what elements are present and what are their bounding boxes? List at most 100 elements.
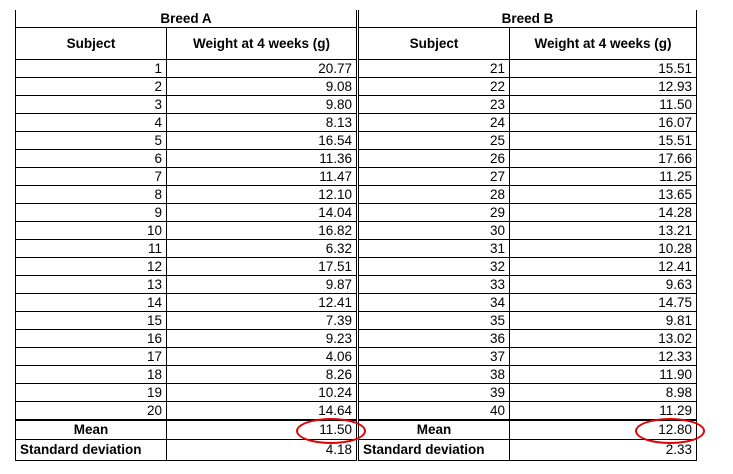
table-row: 8 12.10 28 13.65 — [15, 185, 697, 204]
breed-b-weight-cell: 13.21 — [509, 221, 697, 240]
breed-b-weight-cell: 16.07 — [509, 113, 697, 132]
table-row: 7 11.47 27 11.25 — [15, 167, 697, 186]
breed-b-weight-cell: 15.51 — [509, 59, 697, 78]
table-row: 20 14.64 40 11.29 — [15, 401, 697, 421]
breed-a-weight-cell: 9.23 — [166, 329, 358, 348]
breed-a-title: Breed A — [15, 10, 358, 28]
mean-row: Mean 11.50 Mean 12.80 — [15, 419, 697, 440]
breed-a-weight-cell: 14.04 — [166, 203, 358, 222]
breed-b-subject-cell: 35 — [356, 311, 510, 330]
breed-b-weight-header: Weight at 4 weeks (g) — [509, 27, 697, 60]
breed-a-sd-label: Standard deviation — [15, 439, 167, 461]
table-row: 9 14.04 29 14.28 — [15, 203, 697, 222]
breed-a-weight-cell: 8.13 — [166, 113, 358, 132]
breed-a-weight-cell: 12.41 — [166, 293, 358, 312]
breed-b-weight-cell: 9.63 — [509, 275, 697, 294]
breed-a-weight-cell: 14.64 — [166, 401, 358, 421]
breed-a-subject-cell: 2 — [15, 77, 167, 96]
breed-b-weight-cell: 11.25 — [509, 167, 697, 186]
breed-a-subject-header: Subject — [15, 27, 167, 60]
breed-a-subject-cell: 17 — [15, 347, 167, 366]
breed-a-subject-cell: 19 — [15, 383, 167, 402]
breed-b-subject-cell: 24 — [356, 113, 510, 132]
breed-a-weight-cell: 16.82 — [166, 221, 358, 240]
breed-a-mean-label: Mean — [15, 419, 167, 440]
cropped-header-strip — [0, 0, 733, 10]
table-row: 15 7.39 35 9.81 — [15, 311, 697, 330]
breed-b-subject-cell: 39 — [356, 383, 510, 402]
breed-b-weight-cell: 12.33 — [509, 347, 697, 366]
breed-b-subject-header: Subject — [356, 27, 510, 60]
breed-b-sd-label: Standard deviation — [356, 439, 510, 461]
table-row: 10 16.82 30 13.21 — [15, 221, 697, 240]
table-row: 5 16.54 25 15.51 — [15, 131, 697, 150]
breed-b-weight-cell: 10.28 — [509, 239, 697, 258]
breed-a-weight-cell: 9.08 — [166, 77, 358, 96]
breed-b-subject-cell: 30 — [356, 221, 510, 240]
breed-b-mean-label: Mean — [356, 419, 510, 440]
breed-a-subject-cell: 8 — [15, 185, 167, 204]
table-row: 6 11.36 26 17.66 — [15, 149, 697, 168]
table-row: 11 6.32 31 10.28 — [15, 239, 697, 258]
breed-b-subject-cell: 28 — [356, 185, 510, 204]
breed-a-weight-cell: 9.87 — [166, 275, 358, 294]
breed-weight-table: Breed A Breed B Subject Weight at 4 week… — [15, 10, 697, 461]
breed-a-weight-cell: 8.26 — [166, 365, 358, 384]
breed-a-subject-cell: 5 — [15, 131, 167, 150]
breed-a-subject-cell: 7 — [15, 167, 167, 186]
breed-b-subject-cell: 38 — [356, 365, 510, 384]
breed-a-subject-cell: 16 — [15, 329, 167, 348]
breed-a-subject-cell: 10 — [15, 221, 167, 240]
breed-a-weight-cell: 9.80 — [166, 95, 358, 114]
breed-b-weight-cell: 11.50 — [509, 95, 697, 114]
breed-b-sd-value: 2.33 — [509, 439, 697, 461]
breed-a-subject-cell: 1 — [15, 59, 167, 78]
breed-a-weight-cell: 6.32 — [166, 239, 358, 258]
breed-b-subject-cell: 21 — [356, 59, 510, 78]
breed-a-weight-cell: 7.39 — [166, 311, 358, 330]
table-row: 4 8.13 24 16.07 — [15, 113, 697, 132]
breed-a-mean-value: 11.50 — [166, 419, 358, 440]
breed-b-subject-cell: 37 — [356, 347, 510, 366]
breed-a-sd-value: 4.18 — [166, 439, 358, 461]
standard-deviation-row: Standard deviation 4.18 Standard deviation… — [15, 439, 697, 461]
breed-a-weight-header: Weight at 4 weeks (g) — [166, 27, 358, 60]
breed-b-weight-cell: 13.02 — [509, 329, 697, 348]
breed-a-subject-cell: 4 — [15, 113, 167, 132]
table-row: 17 4.06 37 12.33 — [15, 347, 697, 366]
breed-b-subject-cell: 33 — [356, 275, 510, 294]
breed-b-subject-cell: 26 — [356, 149, 510, 168]
breed-a-subject-cell: 18 — [15, 365, 167, 384]
breed-a-subject-cell: 14 — [15, 293, 167, 312]
breed-a-weight-cell: 4.06 — [166, 347, 358, 366]
breed-b-subject-cell: 36 — [356, 329, 510, 348]
breed-a-weight-cell: 20.77 — [166, 59, 358, 78]
breed-title-row: Breed A Breed B — [15, 10, 697, 28]
table-row: 2 9.08 22 12.93 — [15, 77, 697, 96]
table-row: 1 20.77 21 15.51 — [15, 59, 697, 78]
breed-a-weight-cell: 11.47 — [166, 167, 358, 186]
table-row: 19 10.24 39 8.98 — [15, 383, 697, 402]
breed-b-subject-cell: 25 — [356, 131, 510, 150]
breed-a-weight-cell: 10.24 — [166, 383, 358, 402]
breed-b-weight-cell: 17.66 — [509, 149, 697, 168]
breed-a-subject-cell: 6 — [15, 149, 167, 168]
table-row: 12 17.51 32 12.41 — [15, 257, 697, 276]
breed-b-subject-cell: 23 — [356, 95, 510, 114]
column-header-row: Subject Weight at 4 weeks (g) Subject We… — [15, 27, 697, 60]
breed-a-weight-cell: 12.10 — [166, 185, 358, 204]
breed-a-weight-cell: 16.54 — [166, 131, 358, 150]
breed-b-subject-cell: 31 — [356, 239, 510, 258]
breed-b-weight-cell: 14.28 — [509, 203, 697, 222]
breed-a-subject-cell: 13 — [15, 275, 167, 294]
table-row: 14 12.41 34 14.75 — [15, 293, 697, 312]
breed-a-subject-cell: 20 — [15, 401, 167, 421]
breed-b-subject-cell: 40 — [356, 401, 510, 421]
breed-a-weight-cell: 11.36 — [166, 149, 358, 168]
breed-b-subject-cell: 34 — [356, 293, 510, 312]
breed-b-weight-cell: 15.51 — [509, 131, 697, 150]
breed-b-subject-cell: 27 — [356, 167, 510, 186]
table-row: 16 9.23 36 13.02 — [15, 329, 697, 348]
breed-b-weight-cell: 11.90 — [509, 365, 697, 384]
breed-a-subject-cell: 12 — [15, 257, 167, 276]
